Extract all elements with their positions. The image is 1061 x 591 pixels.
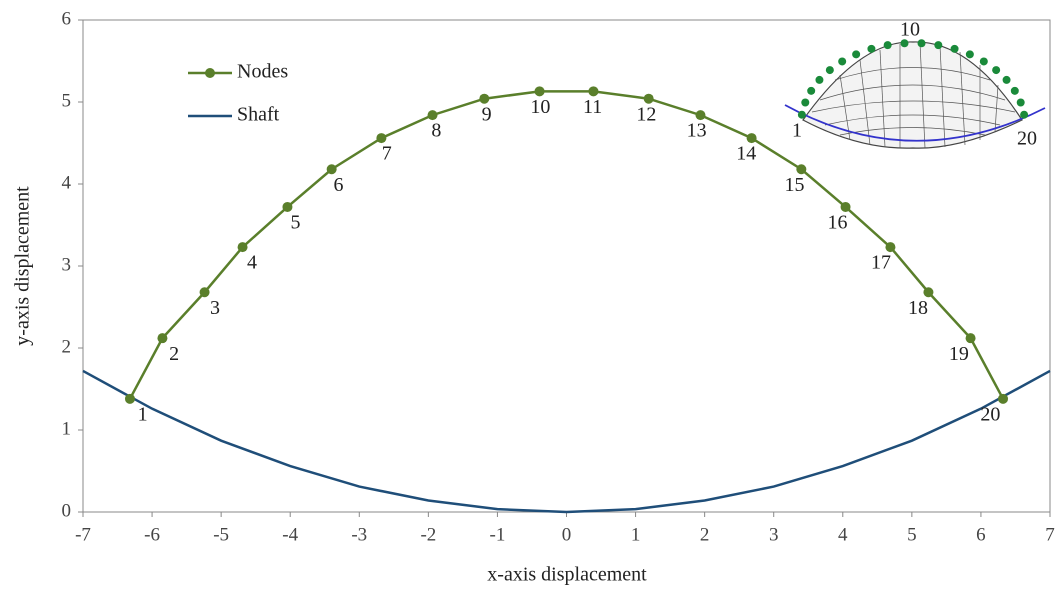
node-label: 18 [908,297,928,319]
node-marker [796,164,806,174]
legend-label: Shaft [237,104,280,126]
x-tick-label: -4 [282,524,298,545]
inset-dot [807,87,815,95]
node-label: 10 [530,96,550,118]
inset-label: 1 [792,120,802,142]
inset-dot [1020,111,1028,119]
x-tick-label: -2 [420,524,436,545]
node-marker [238,242,248,252]
inset-label: 20 [1017,128,1037,150]
y-tick-label: 0 [62,500,72,521]
inset-dot [992,66,1000,74]
node-marker [200,287,210,297]
x-tick-label: 2 [700,524,710,545]
inset-dot [1003,76,1011,84]
x-tick-label: 3 [769,524,779,545]
x-axis-label: x-axis displacement [487,564,647,586]
node-marker [841,202,851,212]
x-tick-label: -1 [490,524,506,545]
node-marker [885,242,895,252]
node-marker [923,287,933,297]
node-marker [428,110,438,120]
node-label: 11 [583,96,602,118]
node-marker [479,94,489,104]
node-label: 7 [382,143,392,165]
y-tick-label: 6 [62,8,72,29]
node-label: 16 [827,212,847,234]
node-label: 9 [482,103,492,125]
legend-label: Nodes [237,61,288,83]
node-marker [747,133,757,143]
node-label: 4 [247,252,257,274]
node-label: 3 [210,297,220,319]
node-marker [998,394,1008,404]
x-tick-label: 5 [907,524,917,545]
inset-dot [826,66,834,74]
x-tick-label: 0 [562,524,572,545]
node-label: 5 [291,212,301,234]
inset-dot [867,45,875,53]
node-marker [376,133,386,143]
node-label: 2 [169,343,179,365]
node-label: 8 [431,120,441,142]
node-label: 15 [785,174,805,196]
y-tick-label: 3 [62,254,72,275]
node-label: 6 [333,174,343,196]
y-tick-label: 4 [62,172,72,193]
node-label: 17 [871,252,891,274]
y-tick-label: 5 [62,90,72,111]
x-tick-label: -3 [351,524,367,545]
node-label: 20 [980,403,1000,425]
x-tick-label: 6 [976,524,986,545]
node-marker [157,333,167,343]
inset-dot [934,41,942,49]
node-marker [588,86,598,96]
inset-dot [815,76,823,84]
inset-dot [798,111,806,119]
inset-dot [1011,87,1019,95]
inset-figure: 10 1 20 [785,19,1045,150]
y-tick-label: 2 [62,336,72,357]
x-tick-label: -7 [75,524,91,545]
inset-dot [966,50,974,58]
node-marker [644,94,654,104]
node-label: 14 [736,143,756,165]
inset-dot [801,99,809,107]
node-marker [695,110,705,120]
node-marker [125,394,135,404]
inset-dot [884,41,892,49]
series-line [83,371,1050,512]
x-tick-label: 1 [631,524,641,545]
chart: x-axis displacement y-axis displacement … [0,0,1061,591]
inset-dot [852,50,860,58]
node-marker [966,333,976,343]
inset-dot [838,57,846,65]
x-tick-label: -5 [213,524,229,545]
node-label: 12 [636,103,656,125]
x-tick-label: 7 [1045,524,1055,545]
node-label: 19 [949,343,969,365]
x-tick-label: -6 [144,524,160,545]
y-axis-label: y-axis displacement [12,186,34,346]
x-tick-label: 4 [838,524,848,545]
node-label: 1 [138,403,148,425]
inset-dot [951,45,959,53]
inset-label: 10 [900,19,920,41]
inset-dot [900,39,908,47]
node-marker [327,164,337,174]
node-marker [282,202,292,212]
inset-dot [980,57,988,65]
y-tick-label: 1 [62,418,72,439]
inset-dot [918,39,926,47]
node-marker [535,86,545,96]
node-label: 13 [687,120,707,142]
legend-marker [205,68,215,78]
inset-dot [1017,99,1025,107]
